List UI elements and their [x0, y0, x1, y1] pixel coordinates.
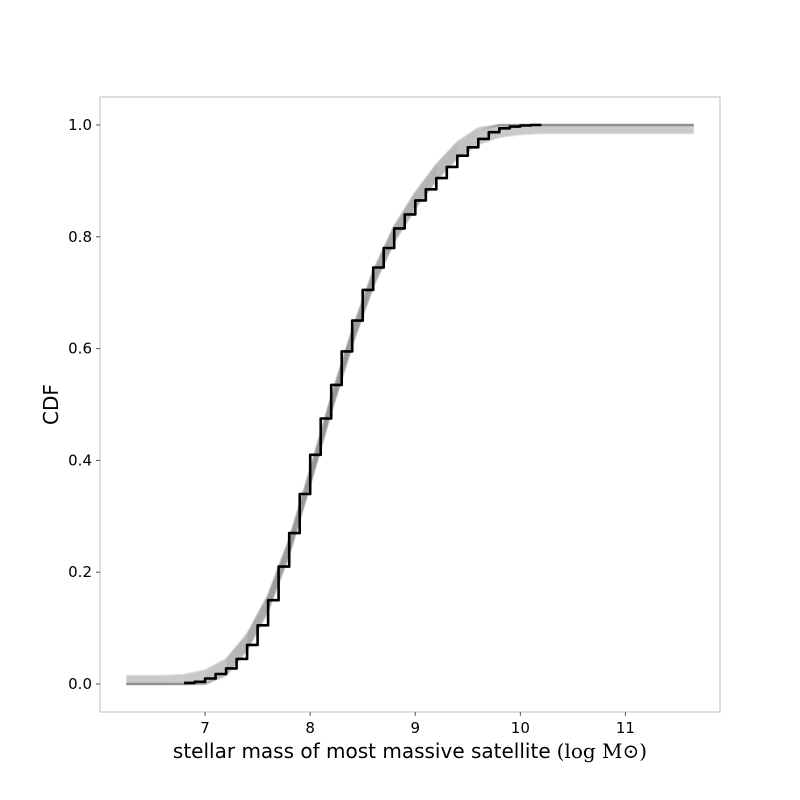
y-tick-label: 0.8: [68, 228, 92, 246]
main-cdf-series: [184, 123, 542, 685]
y-tick-label: 0.6: [68, 340, 92, 358]
x-axis-ticks: 7 8 9 10 11: [200, 712, 635, 737]
y-tick-label: 0.0: [68, 675, 92, 693]
y-tick-label: 1.0: [68, 116, 92, 134]
main-cdf-line: [184, 123, 542, 685]
x-tick-label: 11: [616, 719, 635, 737]
x-tick-label: 8: [305, 719, 315, 737]
y-axis-label: CDF: [39, 384, 63, 425]
x-axis-unit: (log M⊙): [557, 739, 647, 763]
y-axis-ticks: 0.0 0.2 0.4 0.6 0.8 1.0: [68, 116, 100, 693]
plot-frame: [99, 96, 721, 713]
x-tick-label: 9: [410, 719, 420, 737]
x-tick-label: 10: [511, 719, 530, 737]
x-axis-label: stellar mass of most massive satellite (l…: [173, 739, 647, 763]
y-tick-label: 0.4: [68, 451, 92, 469]
x-axis-label-text: stellar mass of most massive satellite: [173, 739, 551, 763]
y-tick-label: 0.2: [68, 563, 92, 581]
x-tick-label: 7: [200, 719, 210, 737]
